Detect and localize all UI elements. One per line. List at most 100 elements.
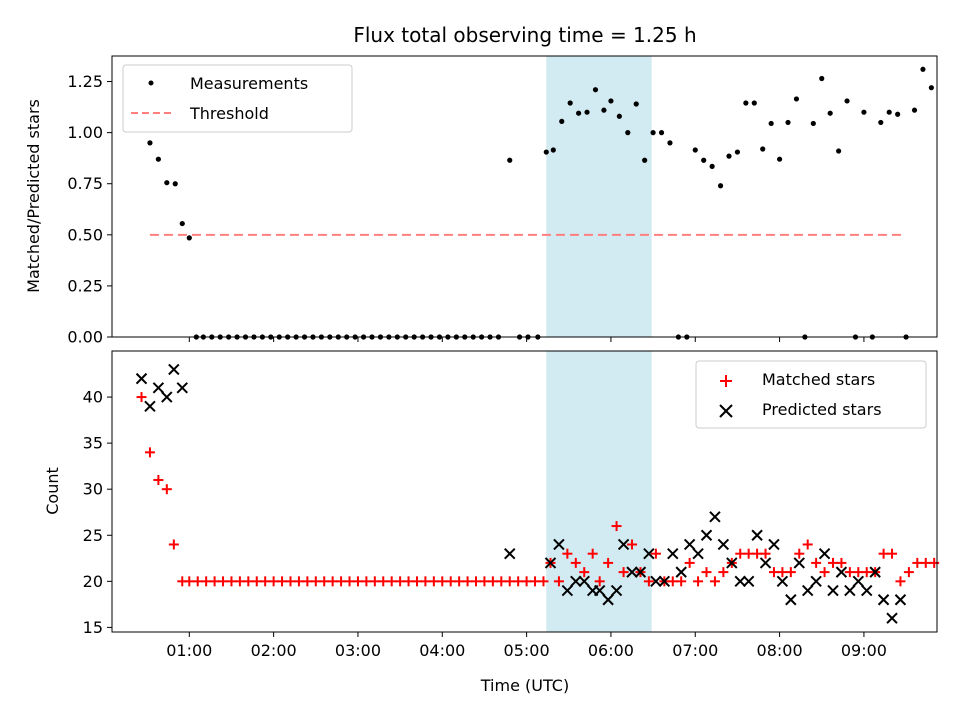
predicted-star-point xyxy=(793,557,805,569)
matched-star-point xyxy=(218,576,229,587)
predicted-star-point xyxy=(626,566,638,578)
matched-star-point xyxy=(530,576,541,587)
measurement-point xyxy=(616,113,622,119)
matched-star-point xyxy=(504,576,515,587)
matched-star-point xyxy=(844,567,855,578)
matched-star-point xyxy=(487,576,498,587)
legend-measurements-label: Measurements xyxy=(190,74,308,93)
matched-star-point xyxy=(386,576,397,587)
measurement-point xyxy=(550,147,556,153)
measurement-point xyxy=(709,163,715,169)
measurement-point xyxy=(559,118,565,124)
predicted-star-point xyxy=(161,391,173,403)
x-tick-label: 02:00 xyxy=(251,641,297,660)
matched-star-point xyxy=(895,576,906,587)
matched-star-point xyxy=(819,567,830,578)
measurement-point xyxy=(179,220,185,227)
measurement-point xyxy=(186,235,192,241)
measurement-point xyxy=(785,119,791,126)
x-tick-label: 06:00 xyxy=(588,641,634,660)
predicted-star-point xyxy=(544,557,557,569)
predicted-star-point xyxy=(643,547,655,560)
measurement-point xyxy=(642,157,648,163)
y-tick-label: 1.00 xyxy=(67,123,103,142)
measurement-point xyxy=(726,153,732,159)
matched-star-point xyxy=(760,548,771,559)
matched-star-point xyxy=(302,576,313,587)
measurement-point xyxy=(819,75,825,82)
matched-star-point xyxy=(168,539,179,550)
predicted-star-point xyxy=(667,547,679,560)
matched-star-point xyxy=(234,576,245,587)
top-panel: 0.00 0.25 0.50 0.75 1.00 1.25 Matched/Predict… xyxy=(24,55,938,347)
predicted-star-point xyxy=(861,584,873,597)
matched-star-point xyxy=(251,576,262,587)
bottom-y-axis-ticks: 15 20 25 30 35 40 xyxy=(83,388,112,637)
matched-star-point xyxy=(587,548,598,559)
matched-star-point xyxy=(403,576,414,587)
matched-star-point xyxy=(627,539,638,550)
predicted-star-point xyxy=(751,529,763,541)
matched-star-point xyxy=(603,557,614,568)
measurement-point xyxy=(584,109,590,115)
predicted-star-point xyxy=(709,511,721,523)
predicted-star-point xyxy=(152,382,165,394)
matched-star-point xyxy=(570,557,581,568)
matched-star-point xyxy=(471,576,482,587)
predicted-star-point xyxy=(835,566,848,578)
matched-star-point xyxy=(462,576,473,587)
matched-star-point xyxy=(336,576,347,587)
measurement-point xyxy=(701,157,707,163)
matched-star-point xyxy=(562,548,573,559)
matched-star-point xyxy=(676,576,687,587)
measurement-point xyxy=(734,149,741,155)
x-tick-label: 03:00 xyxy=(335,641,381,660)
top-legend-box xyxy=(122,64,353,133)
predicted-star-point xyxy=(801,584,814,597)
measurement-point xyxy=(576,110,582,116)
shaded-observing-window-top xyxy=(546,56,652,337)
matched-star-point xyxy=(538,576,549,587)
matched-star-point xyxy=(521,576,532,587)
measurement-point xyxy=(861,109,867,115)
bottom-x-axis-ticks: 01:00 02:00 03:00 04:00 05:00 06:00 07:00 08:00… xyxy=(166,632,887,660)
matched-star-point xyxy=(411,576,422,587)
matched-star-point xyxy=(903,567,914,578)
measurement-point xyxy=(172,181,178,187)
legend-matched-label: Matched stars xyxy=(762,370,875,389)
matched-star-point xyxy=(319,576,330,587)
measurement-point xyxy=(886,109,892,115)
matched-star-point xyxy=(920,557,931,568)
measurement-point xyxy=(608,98,614,104)
matched-star-point xyxy=(553,576,564,587)
y-tick-label: 0.75 xyxy=(67,174,103,193)
predicted-star-point xyxy=(717,538,730,551)
matched-star-point xyxy=(352,576,363,587)
measurement-point xyxy=(601,107,607,113)
matched-star-point xyxy=(293,576,304,587)
matched-star-point xyxy=(378,576,389,587)
matched-star-point xyxy=(811,557,822,568)
measurement-point xyxy=(911,107,918,113)
predicted-star-point xyxy=(827,584,839,597)
matched-star-point xyxy=(887,548,898,559)
measurement-point xyxy=(878,119,884,126)
predicted-star-point xyxy=(726,557,738,569)
matched-star-point xyxy=(861,567,872,578)
predicted-star-point xyxy=(700,529,713,541)
bottom-panel-frame xyxy=(111,350,938,633)
measurement-point xyxy=(592,87,599,93)
matched-star-point xyxy=(768,567,779,578)
legend-measurements-marker xyxy=(148,80,154,86)
measurement-point xyxy=(836,148,842,154)
y-tick-label: 15 xyxy=(83,618,103,637)
y-tick-label: 30 xyxy=(83,480,103,499)
matched-star-point xyxy=(684,557,695,568)
matched-star-point xyxy=(643,576,654,587)
matched-star-point xyxy=(260,576,271,587)
y-tick-label: 25 xyxy=(83,526,103,545)
predicted-star-point xyxy=(617,538,630,551)
matched-star-point xyxy=(618,567,629,578)
matched-star-point xyxy=(878,548,889,559)
